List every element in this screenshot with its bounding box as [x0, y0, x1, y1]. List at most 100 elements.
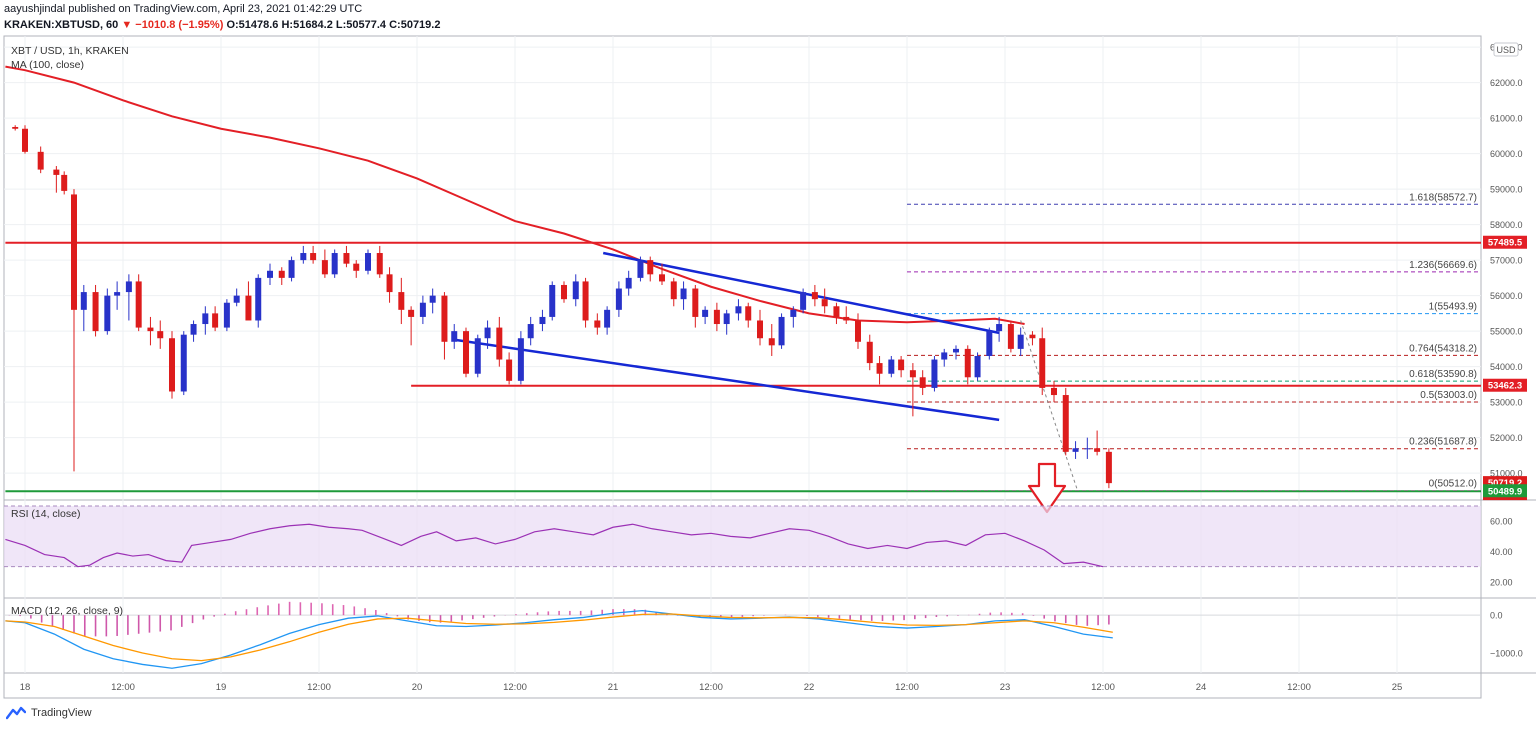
fib-label: 0.618(53590.8)	[1409, 369, 1477, 380]
candle-body	[549, 284, 556, 317]
footer-brand[interactable]: TradingView	[6, 706, 92, 720]
candle-body	[463, 331, 469, 374]
candle-body	[615, 288, 622, 310]
candle-body	[255, 277, 262, 321]
candle	[80, 284, 87, 332]
candle	[343, 245, 350, 268]
candle	[604, 306, 611, 335]
candle	[12, 125, 19, 131]
x-tick-label: 12:00	[1091, 682, 1115, 693]
candle-body	[386, 274, 393, 293]
candle	[941, 348, 948, 367]
candle	[1094, 430, 1101, 456]
candle	[288, 256, 295, 282]
candle	[527, 316, 534, 346]
candle-body	[1084, 448, 1091, 450]
price-badge-label: 57489.5	[1488, 238, 1523, 249]
candle	[594, 313, 601, 335]
candle	[233, 288, 240, 307]
price-badge-label: 50489.9	[1488, 486, 1522, 497]
candle	[778, 313, 785, 349]
macd-tick-label: 0.0	[1490, 611, 1503, 621]
fib-label: 0.764(54318.2)	[1409, 343, 1477, 354]
candle-body	[496, 327, 503, 360]
candle-body	[953, 348, 959, 353]
macd-line	[5, 609, 1113, 669]
candle-body	[310, 253, 317, 261]
x-tick-label: 12:00	[503, 682, 527, 693]
ma-legend[interactable]: MA (100, close)	[11, 59, 84, 71]
candle-body	[1051, 387, 1057, 396]
candle	[1017, 327, 1024, 356]
price-badge-box	[1483, 235, 1527, 249]
candle-body	[1029, 334, 1036, 339]
candle-body	[941, 352, 948, 360]
candle-body	[811, 292, 818, 300]
candle	[429, 288, 436, 314]
candle-body	[398, 292, 405, 310]
candle-body	[245, 295, 252, 321]
candle-body	[114, 292, 121, 296]
candle	[321, 249, 328, 278]
candle	[212, 306, 219, 332]
candle-body	[12, 126, 19, 129]
candle	[888, 355, 895, 378]
macd-legend[interactable]: MACD (12, 26, close, 9)	[11, 605, 124, 617]
candle	[735, 299, 742, 321]
candle	[180, 331, 187, 396]
y-tick-label: 62000.0	[1490, 78, 1523, 88]
tradingview-logo-icon	[6, 706, 26, 720]
candle-body	[1039, 338, 1046, 388]
candle	[71, 189, 77, 472]
candle-body	[321, 260, 328, 275]
candle	[637, 256, 644, 282]
price-change: ▼ −1010.8 (−1.95%)	[121, 19, 224, 31]
candle-body	[1105, 451, 1112, 484]
candle-body	[702, 309, 709, 317]
candle	[898, 355, 905, 378]
candle-body	[843, 316, 850, 321]
candle	[539, 309, 546, 332]
candle-body	[637, 260, 644, 278]
candle-body	[713, 309, 720, 325]
channel-line	[456, 338, 1000, 422]
candle-body	[974, 355, 981, 378]
candle-body	[790, 309, 797, 317]
candle-body	[1094, 448, 1101, 452]
candle	[506, 352, 513, 385]
fib-label: 1.618(58572.7)	[1409, 192, 1477, 203]
candle-body	[451, 331, 458, 342]
candle-body	[212, 313, 219, 328]
candle-body	[604, 309, 611, 328]
candle	[22, 125, 28, 154]
fib-label: 0.5(53003.0)	[1420, 390, 1477, 401]
candle	[953, 345, 959, 360]
candle-body	[1072, 448, 1079, 452]
candle-body	[71, 194, 77, 310]
candle	[408, 306, 415, 346]
candle	[157, 320, 164, 349]
candle	[147, 316, 154, 346]
x-tick-label: 24	[1196, 682, 1207, 693]
candle	[310, 245, 317, 264]
candle	[843, 306, 850, 325]
candle-body	[833, 306, 840, 317]
candle-body	[898, 359, 905, 371]
x-tick-label: 12:00	[307, 682, 331, 693]
x-tick-label: 23	[1000, 682, 1011, 693]
x-tick-label: 12:00	[895, 682, 919, 693]
candle-body	[484, 327, 491, 339]
candle	[821, 288, 828, 314]
candle	[800, 288, 807, 314]
candle	[419, 295, 426, 325]
candle	[692, 284, 699, 328]
candle	[876, 355, 883, 385]
rsi-legend[interactable]: RSI (14, close)	[11, 508, 81, 520]
candle-body	[61, 174, 68, 191]
candle	[484, 320, 491, 349]
price-badge-box	[1483, 484, 1527, 498]
candle	[386, 267, 393, 303]
candle-body	[22, 128, 28, 152]
candle-body	[80, 292, 87, 310]
